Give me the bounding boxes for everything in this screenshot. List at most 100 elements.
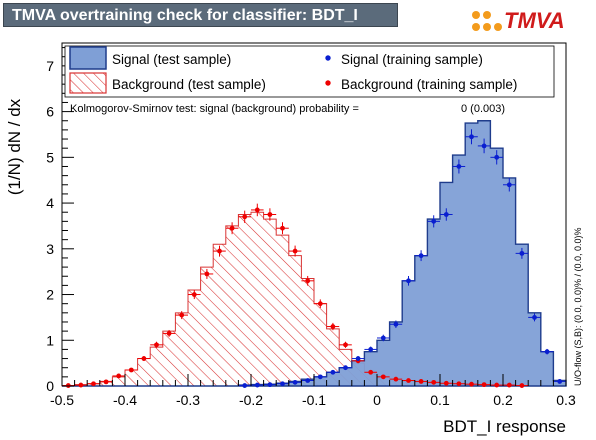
signal-training-point	[280, 381, 285, 387]
x-tick-label: 0.1	[430, 392, 450, 408]
overflow-text: U/O-flow (S,B): (0.0, 0.0)% / (0.0, 0.0)…	[573, 227, 583, 386]
signal-training-point	[292, 379, 298, 385]
x-tick-label: -0.1	[302, 392, 326, 408]
signal-training-point	[254, 382, 260, 388]
y-axis-ticks: 0 1 2 3 4 5 6 7	[46, 47, 74, 394]
background-training-point	[78, 382, 84, 388]
signal-training-point	[305, 378, 311, 383]
signal-training-point	[393, 321, 399, 327]
signal-training-points	[238, 129, 566, 388]
x-tick-label: -0.3	[176, 392, 200, 408]
signal-training-point	[481, 143, 487, 149]
x-axis-ticks: -0.5 -0.4 -0.3 -0.2 -0.1 0 0.1 0.2 0.3	[50, 374, 576, 408]
signal-training-point	[506, 182, 512, 188]
signal-training-point	[330, 369, 336, 375]
background-training-point	[305, 278, 311, 284]
y-tick-label: 0	[46, 378, 54, 394]
background-training-point	[267, 212, 273, 217]
background-training-point	[166, 331, 172, 336]
background-training-point	[254, 207, 260, 213]
x-tick-label: 0.3	[556, 392, 576, 408]
background-training-point	[343, 342, 348, 348]
tmva-logo-text: TMVA	[504, 8, 565, 33]
background-training-point	[217, 248, 222, 254]
signal-training-point	[343, 365, 348, 371]
background-training-point	[519, 383, 525, 388]
background-training-point	[229, 225, 235, 231]
background-training-point	[494, 382, 500, 388]
background-training-point	[469, 381, 474, 387]
signal-training-point	[469, 134, 474, 140]
signal-training-point	[494, 154, 500, 160]
background-training-point	[179, 312, 185, 318]
background-training-point	[443, 380, 449, 386]
legend-background-train-label: Background (training sample)	[341, 77, 517, 92]
background-training-points	[62, 203, 529, 388]
background-training-point	[116, 373, 122, 379]
signal-training-point	[431, 218, 437, 224]
background-training-point	[406, 378, 411, 383]
background-training-point	[481, 382, 487, 388]
y-tick-label: 6	[46, 104, 54, 120]
background-training-point	[191, 292, 197, 297]
legend-signal-test-label: Signal (test sample)	[112, 52, 231, 67]
signal-training-point	[317, 374, 323, 380]
signal-training-point	[267, 382, 273, 388]
background-training-point	[317, 301, 323, 307]
background-training-point	[154, 342, 159, 348]
background-training-point	[103, 379, 109, 385]
plot-title: TMVA overtraining check for classifier: …	[3, 3, 398, 27]
background-training-point	[128, 367, 134, 373]
background-training-point	[91, 381, 96, 387]
signal-training-point	[443, 212, 449, 217]
tmva-logo-dots-icon	[472, 9, 503, 31]
y-tick-label: 7	[46, 58, 54, 74]
signal-training-point	[380, 335, 386, 341]
x-tick-label: 0	[373, 392, 381, 408]
background-training-point	[368, 369, 374, 375]
background-training-point	[330, 324, 336, 329]
background-training-point	[418, 379, 424, 384]
x-tick-label: -0.5	[50, 392, 74, 408]
signal-training-point	[519, 250, 525, 256]
background-training-point	[292, 248, 298, 254]
signal-training-point	[532, 315, 537, 320]
legend-background-test-label: Background (test sample)	[112, 77, 266, 92]
x-axis-title: BDT_I response	[443, 417, 566, 436]
y-tick-label: 1	[46, 332, 54, 348]
ks-test-value: 0 (0.003)	[461, 103, 505, 115]
y-tick-label: 4	[46, 195, 54, 211]
y-tick-label: 5	[46, 149, 54, 165]
background-training-point	[393, 376, 399, 382]
legend-signal-test-swatch	[69, 46, 107, 70]
background-training-point	[456, 381, 462, 387]
legend-signal-train-marker	[325, 55, 331, 61]
signal-training-point	[557, 379, 563, 384]
background-training-point	[506, 382, 512, 388]
x-tick-label: 0.2	[493, 392, 513, 408]
signal-training-point	[456, 164, 462, 169]
signal-training-point	[368, 347, 374, 352]
background-training-point	[431, 379, 437, 385]
background-training-point	[242, 214, 248, 220]
legend-background-test-swatch	[69, 72, 107, 94]
signal-training-point	[544, 349, 550, 355]
legend-signal-train-label: Signal (training sample)	[341, 52, 483, 67]
legend-box	[64, 45, 555, 98]
y-axis-title: (1/N) dN / dx	[5, 98, 24, 195]
y-tick-label: 3	[46, 241, 54, 257]
signal-training-point	[355, 356, 361, 361]
background-training-point	[141, 356, 147, 361]
signal-training-point	[406, 278, 411, 284]
background-training-point	[204, 271, 210, 277]
ks-test-text: Kolmogorov-Smirnov test: signal (backgro…	[70, 103, 359, 115]
tmva-logo: TMVA	[468, 6, 592, 36]
signal-training-point	[418, 253, 424, 259]
background-training-point	[280, 225, 285, 231]
signal-training-point	[242, 383, 248, 388]
x-tick-label: -0.2	[239, 392, 263, 408]
x-tick-label: -0.4	[113, 392, 137, 408]
legend-background-train-marker	[325, 80, 331, 86]
background-training-point	[380, 374, 386, 380]
